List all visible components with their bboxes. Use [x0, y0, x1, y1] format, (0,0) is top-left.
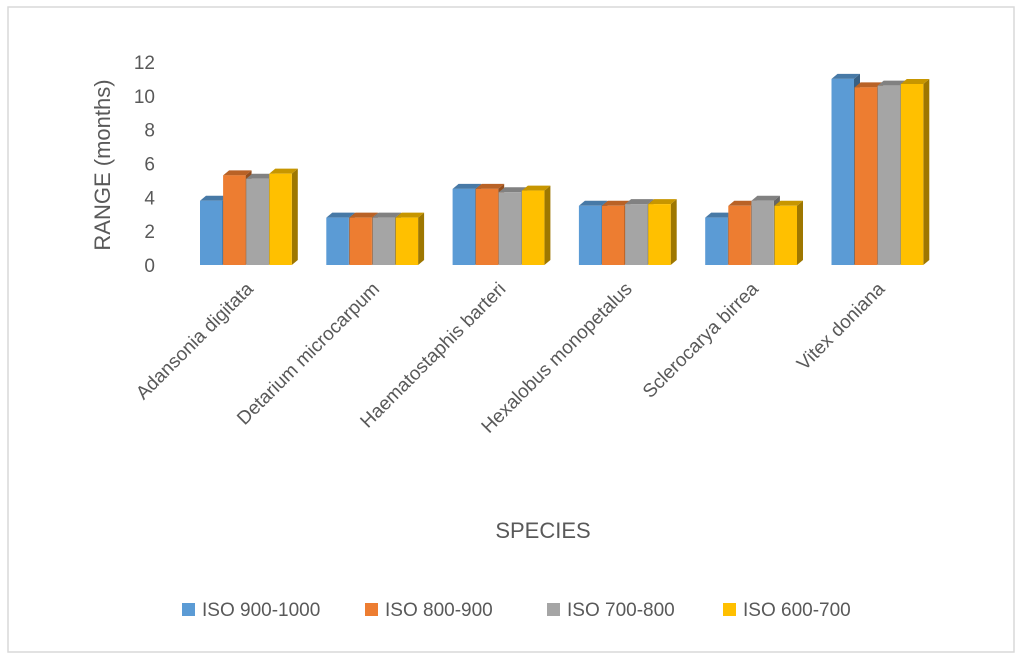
- bar-side: [291, 168, 298, 265]
- bar-top: [705, 212, 734, 218]
- bar-top: [648, 199, 677, 205]
- y-tick-label: 6: [144, 155, 155, 176]
- legend-label: ISO 900-1000: [202, 600, 320, 621]
- bar-front: [900, 83, 924, 265]
- bar-front: [326, 217, 349, 265]
- bars: [200, 73, 930, 266]
- bar-top: [246, 173, 275, 179]
- bar-top: [774, 200, 803, 206]
- bar-front: [854, 87, 878, 265]
- bar-front: [200, 200, 223, 265]
- bar-front: [648, 204, 671, 265]
- legend-label: ISO 700-800: [567, 600, 675, 621]
- bar-top: [521, 185, 551, 191]
- legend-item: ISO 900-1000: [182, 600, 320, 621]
- bar-front: [475, 188, 499, 265]
- y-axis-title: RANGE (months): [90, 79, 115, 250]
- bar-side: [797, 200, 803, 265]
- legend-swatch: [723, 603, 736, 616]
- bar-top: [578, 200, 608, 206]
- bar-front: [602, 205, 625, 265]
- bar-front: [774, 205, 797, 265]
- bar-top: [877, 80, 907, 86]
- bar: [648, 199, 677, 265]
- bar: [521, 185, 551, 265]
- bar-top: [854, 82, 884, 88]
- bar-top: [326, 212, 355, 218]
- bar-top: [395, 212, 425, 218]
- y-tick-label: 8: [144, 121, 155, 142]
- legend-swatch: [547, 603, 560, 616]
- bar: [395, 212, 425, 265]
- bar-top: [372, 212, 401, 218]
- bar-side: [418, 212, 425, 265]
- bar-front: [831, 78, 854, 266]
- bar: [774, 200, 803, 265]
- legend-item: ISO 800-900: [365, 600, 493, 621]
- bar-front: [751, 200, 774, 265]
- y-tick-label: 12: [134, 53, 155, 74]
- bar-front: [372, 217, 395, 265]
- bar-top: [728, 200, 757, 206]
- bar-top: [475, 183, 505, 189]
- bar-top: [751, 195, 780, 201]
- legend-item: ISO 600-700: [723, 600, 851, 621]
- y-tick-label: 2: [144, 222, 155, 243]
- bar-front: [578, 205, 602, 265]
- bar-top: [200, 195, 229, 201]
- bar-top: [602, 200, 631, 206]
- bar-front: [395, 217, 419, 265]
- bar-front: [705, 217, 728, 265]
- x-axis-title: SPECIES: [495, 518, 590, 543]
- legend-label: ISO 800-900: [385, 600, 493, 621]
- bar: [269, 168, 298, 265]
- y-axis-ticks: 0 2 4 6 8 10 12: [134, 53, 156, 277]
- y-tick-label: 0: [144, 256, 155, 277]
- y-tick-label: 4: [144, 188, 155, 209]
- bar-front: [452, 188, 476, 265]
- bar-front: [728, 205, 751, 265]
- bar-front: [269, 173, 292, 265]
- bar-front: [246, 178, 269, 265]
- bar-front: [349, 217, 372, 265]
- bar-side: [923, 78, 930, 265]
- bar-top: [223, 170, 252, 176]
- bar-side: [670, 199, 677, 265]
- bar-top: [349, 212, 378, 218]
- y-tick-label: 10: [134, 87, 155, 108]
- bar-front: [877, 85, 901, 265]
- bar-side: [544, 185, 551, 265]
- legend: ISO 900-1000 ISO 800-900 ISO 700-800 ISO 60…: [182, 600, 851, 621]
- legend-swatch: [365, 603, 378, 616]
- legend-item: ISO 700-800: [547, 600, 675, 621]
- bar-front: [223, 175, 246, 265]
- bar-front: [521, 190, 545, 265]
- bar-top: [831, 73, 860, 79]
- bar: [900, 78, 930, 265]
- legend-label: ISO 600-700: [743, 600, 851, 621]
- bar-top: [625, 199, 654, 205]
- bar-front: [625, 204, 648, 265]
- legend-swatch: [182, 603, 195, 616]
- bar-front: [498, 192, 522, 265]
- bar-top: [269, 168, 298, 174]
- bar-top: [452, 183, 482, 189]
- bar-top: [900, 78, 930, 84]
- bar-top: [498, 187, 528, 193]
